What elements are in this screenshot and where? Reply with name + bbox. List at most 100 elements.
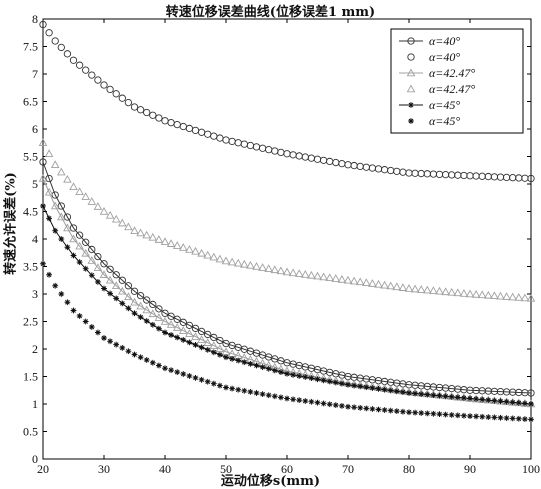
- data-point: [302, 398, 309, 404]
- data-point: [398, 283, 408, 291]
- star-stroke: [248, 389, 253, 395]
- star-stroke: [46, 272, 52, 278]
- data-point: [105, 210, 115, 219]
- star-stroke: [156, 363, 162, 368]
- data-point: [400, 389, 406, 396]
- data-point: [87, 197, 97, 205]
- data-point: [326, 378, 333, 385]
- star-stroke: [138, 354, 143, 360]
- data-point: [436, 392, 443, 399]
- y-tick-label: 4: [32, 232, 38, 246]
- legend-entry: α=45°: [408, 114, 460, 128]
- data-point: [349, 276, 359, 285]
- data-point: [210, 132, 218, 140]
- star-stroke: [492, 398, 497, 404]
- data-point: [185, 245, 194, 253]
- star-stroke: [455, 412, 461, 418]
- data-point: [99, 207, 109, 215]
- data-point: [288, 268, 298, 277]
- star-stroke: [77, 313, 82, 319]
- data-point: [82, 265, 89, 272]
- star-stroke: [144, 357, 150, 363]
- data-point: [136, 291, 145, 300]
- star-stroke: [400, 389, 406, 395]
- star-stroke: [485, 397, 491, 403]
- data-point: [215, 344, 225, 352]
- data-point: [137, 314, 144, 320]
- data-point: [302, 374, 309, 380]
- legend: α=40° α=40° α=42.47° α=42.47° α=45° α=45°: [390, 28, 524, 134]
- star-stroke: [528, 401, 534, 407]
- data-point: [418, 391, 425, 397]
- data-point: [271, 367, 278, 374]
- data-point: [338, 159, 346, 168]
- data-point: [130, 297, 139, 306]
- star-stroke: [315, 400, 320, 405]
- data-point: [461, 395, 467, 401]
- star-stroke: [119, 345, 125, 351]
- data-point: [63, 223, 72, 232]
- data-point: [430, 410, 437, 417]
- star-stroke: [126, 305, 131, 311]
- data-point: [387, 387, 394, 394]
- star-stroke: [437, 393, 442, 399]
- star-stroke: [388, 408, 394, 413]
- data-point: [233, 258, 243, 267]
- chart-title: 转速位移误差曲线(位移误差1 mm): [165, 5, 376, 20]
- legend-marker: [406, 68, 416, 77]
- data-point: [191, 332, 200, 340]
- data-point: [461, 412, 467, 419]
- y-tick-label: 8: [32, 12, 38, 26]
- data-point: [186, 373, 193, 379]
- star-stroke: [431, 392, 436, 398]
- data-point: [166, 239, 176, 247]
- data-point: [179, 326, 188, 334]
- data-point: [75, 231, 84, 239]
- legend-marker: [408, 102, 414, 108]
- data-point: [142, 305, 151, 314]
- star-stroke: [510, 399, 516, 405]
- data-point: [307, 270, 316, 279]
- star-stroke: [217, 352, 223, 358]
- data-point: [156, 362, 162, 369]
- data-point: [460, 171, 468, 180]
- data-point: [454, 171, 462, 179]
- data-point: [472, 172, 480, 180]
- star-stroke: [107, 291, 113, 296]
- data-point: [186, 339, 193, 346]
- data-point: [160, 317, 170, 325]
- star-stroke: [199, 377, 204, 383]
- data-point: [471, 289, 481, 298]
- data-point: [40, 260, 46, 267]
- data-point: [405, 169, 413, 177]
- legend-marker: [408, 118, 414, 124]
- data-point: [217, 382, 223, 389]
- star-stroke: [315, 376, 320, 382]
- star-stroke: [370, 385, 375, 391]
- data-point: [69, 234, 78, 243]
- data-point: [148, 309, 158, 318]
- data-point: [246, 141, 255, 150]
- data-point: [362, 163, 370, 171]
- star-stroke: [272, 393, 278, 399]
- series-1: [39, 20, 535, 183]
- data-point: [45, 29, 53, 37]
- data-point: [345, 403, 351, 410]
- legend-entry: α=40°: [399, 34, 460, 48]
- data-point: [125, 305, 132, 312]
- data-point: [417, 169, 425, 178]
- data-point: [160, 237, 170, 246]
- x-tick-label: 20: [37, 462, 49, 476]
- data-point: [308, 375, 315, 382]
- data-point: [479, 396, 486, 403]
- legend-label: α=40°: [429, 50, 460, 64]
- data-point: [172, 241, 182, 249]
- data-point: [95, 279, 101, 285]
- data-point: [485, 397, 492, 404]
- data-point: [63, 50, 72, 58]
- data-point: [131, 351, 138, 358]
- star-stroke: [443, 393, 448, 399]
- data-point: [386, 281, 395, 290]
- data-point: [94, 76, 102, 84]
- data-point: [308, 398, 315, 405]
